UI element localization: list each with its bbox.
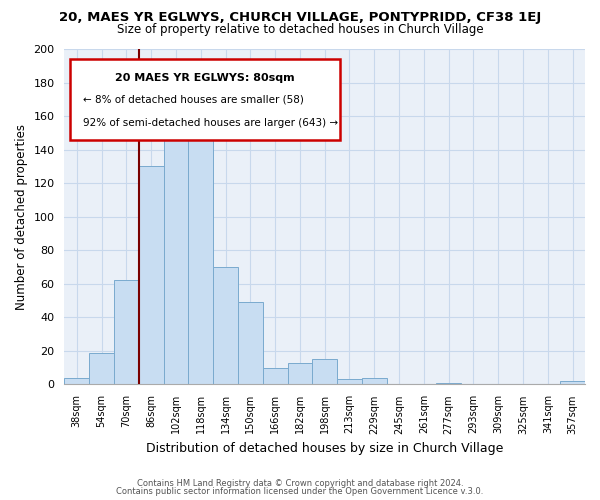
Y-axis label: Number of detached properties: Number of detached properties bbox=[15, 124, 28, 310]
Bar bbox=[560, 381, 585, 384]
Bar bbox=[287, 362, 313, 384]
Bar bbox=[64, 378, 89, 384]
Text: 20 MAES YR EGLWYS: 80sqm: 20 MAES YR EGLWYS: 80sqm bbox=[115, 72, 295, 83]
Bar bbox=[114, 280, 139, 384]
Text: Contains HM Land Registry data © Crown copyright and database right 2024.: Contains HM Land Registry data © Crown c… bbox=[137, 478, 463, 488]
Bar bbox=[188, 120, 213, 384]
Text: Contains public sector information licensed under the Open Government Licence v.: Contains public sector information licen… bbox=[116, 487, 484, 496]
X-axis label: Distribution of detached houses by size in Church Village: Distribution of detached houses by size … bbox=[146, 442, 503, 455]
Text: Size of property relative to detached houses in Church Village: Size of property relative to detached ho… bbox=[116, 23, 484, 36]
Bar bbox=[238, 302, 263, 384]
Bar bbox=[164, 104, 188, 384]
Bar bbox=[313, 360, 337, 384]
FancyBboxPatch shape bbox=[70, 59, 340, 140]
Text: 20, MAES YR EGLWYS, CHURCH VILLAGE, PONTYPRIDD, CF38 1EJ: 20, MAES YR EGLWYS, CHURCH VILLAGE, PONT… bbox=[59, 11, 541, 24]
Bar bbox=[362, 378, 386, 384]
Bar bbox=[263, 368, 287, 384]
Bar bbox=[139, 166, 164, 384]
Bar bbox=[337, 380, 362, 384]
Bar bbox=[89, 352, 114, 384]
Bar bbox=[436, 383, 461, 384]
Bar bbox=[213, 267, 238, 384]
Text: ← 8% of detached houses are smaller (58): ← 8% of detached houses are smaller (58) bbox=[83, 94, 304, 104]
Text: 92% of semi-detached houses are larger (643) →: 92% of semi-detached houses are larger (… bbox=[83, 118, 338, 128]
